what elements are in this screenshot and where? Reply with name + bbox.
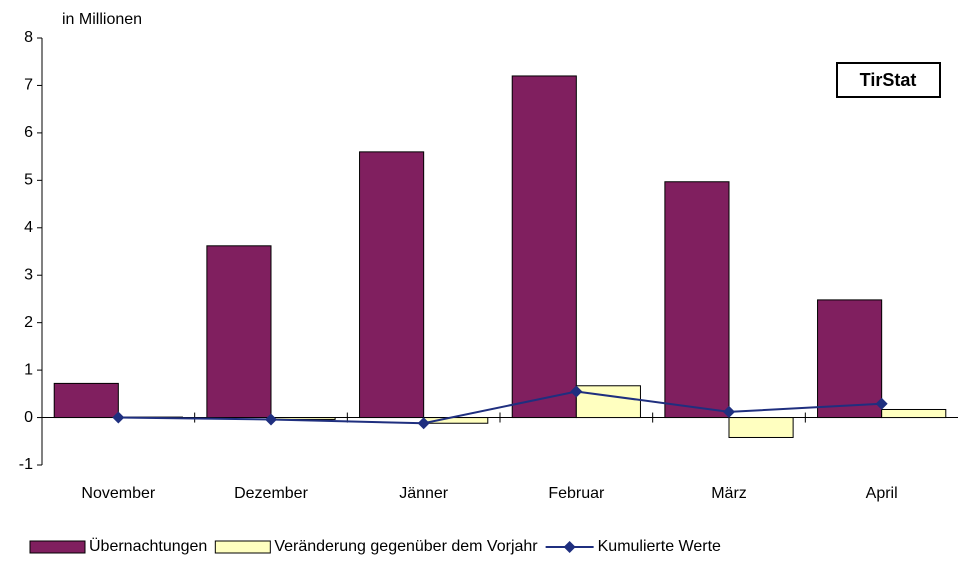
bar bbox=[817, 299, 883, 419]
bar bbox=[359, 151, 425, 419]
y-tick-label: 6 bbox=[24, 124, 33, 141]
bar bbox=[664, 181, 730, 419]
bar bbox=[881, 408, 947, 419]
bar bbox=[575, 385, 641, 419]
marker bbox=[265, 413, 277, 426]
marker bbox=[723, 405, 735, 418]
bar bbox=[53, 382, 119, 419]
legend-marker bbox=[563, 541, 576, 553]
x-tick-label: März bbox=[711, 485, 747, 502]
bar bbox=[206, 245, 272, 419]
legend-label: Veränderung gegenüber dem Vorjahr bbox=[274, 538, 538, 555]
marker bbox=[112, 411, 125, 424]
y-axis-label: in Millionen bbox=[62, 11, 142, 28]
marker bbox=[875, 397, 888, 410]
y-tick-label: -1 bbox=[19, 456, 33, 473]
y-tick-label: 4 bbox=[24, 219, 33, 236]
legend-swatch bbox=[214, 540, 271, 554]
x-tick-label: Februar bbox=[548, 485, 605, 502]
annotation: TirStat bbox=[860, 70, 917, 90]
legend-label: Kumulierte Werte bbox=[598, 538, 721, 555]
y-tick-label: 5 bbox=[24, 172, 33, 189]
y-tick-label: 0 bbox=[24, 409, 33, 426]
legend-swatch bbox=[29, 540, 86, 554]
marker bbox=[570, 385, 583, 398]
bar bbox=[728, 417, 794, 438]
y-tick-label: 8 bbox=[24, 29, 33, 46]
y-tick-label: 1 bbox=[24, 361, 33, 378]
legend-label: Übernachtungen bbox=[89, 537, 207, 555]
x-tick-label: Dezember bbox=[234, 485, 308, 502]
x-tick-label: April bbox=[866, 485, 898, 502]
y-tick-label: 7 bbox=[24, 77, 33, 94]
bar bbox=[511, 75, 577, 419]
x-tick-label: Jänner bbox=[399, 485, 449, 502]
annotation-box bbox=[836, 62, 941, 98]
marker bbox=[417, 417, 430, 430]
y-tick-label: 3 bbox=[24, 266, 33, 283]
y-tick-label: 2 bbox=[24, 314, 33, 331]
x-tick-label: November bbox=[81, 485, 155, 502]
line bbox=[118, 390, 882, 425]
